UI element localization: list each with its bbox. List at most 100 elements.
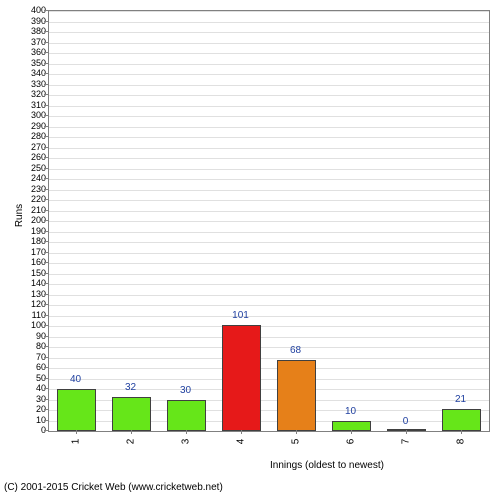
gridline [49, 179, 489, 180]
gridline [49, 274, 489, 275]
gridline [49, 221, 489, 222]
y-tick-mark [44, 220, 48, 221]
x-tick-mark [186, 430, 187, 434]
x-tick-label: 1 [70, 439, 81, 445]
y-tick-mark [44, 63, 48, 64]
y-tick-mark [44, 136, 48, 137]
y-tick-mark [44, 168, 48, 169]
gridline [49, 148, 489, 149]
y-tick-mark [44, 294, 48, 295]
y-tick-mark [44, 430, 48, 431]
gridline [49, 263, 489, 264]
y-tick-mark [44, 315, 48, 316]
bar [57, 389, 96, 431]
gridline [49, 326, 489, 327]
x-tick-mark [76, 430, 77, 434]
y-tick-mark [44, 388, 48, 389]
y-axis-label: Runs [14, 204, 25, 227]
y-tick-mark [44, 304, 48, 305]
y-tick-mark [44, 178, 48, 179]
y-tick-mark [44, 147, 48, 148]
gridline [49, 106, 489, 107]
bar-value-label: 40 [70, 374, 81, 385]
gridline [49, 158, 489, 159]
gridline [49, 295, 489, 296]
gridline [49, 22, 489, 23]
gridline [49, 74, 489, 75]
gridline [49, 347, 489, 348]
gridline [49, 379, 489, 380]
bar-value-label: 32 [125, 382, 136, 393]
y-tick-mark [44, 346, 48, 347]
gridline [49, 85, 489, 86]
y-tick-mark [44, 378, 48, 379]
bar [442, 409, 481, 431]
x-tick-label: 3 [180, 439, 191, 445]
bar [222, 325, 261, 431]
gridline [49, 305, 489, 306]
y-tick-mark [44, 252, 48, 253]
plot-area [48, 10, 490, 432]
y-tick-mark [44, 262, 48, 263]
x-tick-label: 2 [125, 439, 136, 445]
bar-value-label: 0 [403, 416, 409, 427]
y-tick-mark [44, 273, 48, 274]
copyright-text: (C) 2001-2015 Cricket Web (www.cricketwe… [4, 482, 223, 493]
y-tick-mark [44, 105, 48, 106]
gridline [49, 137, 489, 138]
y-tick-mark [44, 210, 48, 211]
gridline [49, 211, 489, 212]
bar-value-label: 30 [180, 385, 191, 396]
gridline [49, 200, 489, 201]
bar-value-label: 68 [290, 345, 301, 356]
gridline [49, 389, 489, 390]
gridline [49, 53, 489, 54]
y-tick-mark [44, 115, 48, 116]
y-tick-mark [44, 189, 48, 190]
x-axis-label: Innings (oldest to newest) [270, 460, 384, 471]
y-tick-mark [44, 409, 48, 410]
gridline [49, 11, 489, 12]
x-tick-label: 8 [455, 439, 466, 445]
gridline [49, 169, 489, 170]
y-tick-mark [44, 199, 48, 200]
y-tick-mark [44, 283, 48, 284]
y-tick-mark [44, 357, 48, 358]
y-tick-mark [44, 157, 48, 158]
y-tick-mark [44, 21, 48, 22]
x-tick-mark [461, 430, 462, 434]
gridline [49, 95, 489, 96]
gridline [49, 284, 489, 285]
y-tick-mark [44, 231, 48, 232]
gridline [49, 32, 489, 33]
bar [112, 397, 151, 431]
y-tick-mark [44, 126, 48, 127]
gridline [49, 242, 489, 243]
y-tick-mark [44, 325, 48, 326]
bar [332, 421, 371, 432]
gridline [49, 190, 489, 191]
gridline [49, 127, 489, 128]
y-tick-mark [44, 367, 48, 368]
x-tick-label: 6 [345, 439, 356, 445]
gridline [49, 232, 489, 233]
x-tick-mark [406, 430, 407, 434]
y-tick-mark [44, 42, 48, 43]
bar-value-label: 10 [345, 406, 356, 417]
chart-container: Runs Innings (oldest to newest) (C) 2001… [0, 0, 500, 500]
y-tick-mark [44, 94, 48, 95]
x-tick-mark [241, 430, 242, 434]
x-tick-mark [351, 430, 352, 434]
x-tick-mark [131, 430, 132, 434]
x-tick-label: 4 [235, 439, 246, 445]
y-tick-mark [44, 73, 48, 74]
gridline [49, 116, 489, 117]
y-tick-mark [44, 336, 48, 337]
gridline [49, 337, 489, 338]
gridline [49, 358, 489, 359]
bar [387, 429, 426, 431]
x-tick-label: 7 [400, 439, 411, 445]
y-tick-mark [44, 10, 48, 11]
y-tick-mark [44, 241, 48, 242]
bar-value-label: 101 [232, 310, 249, 321]
